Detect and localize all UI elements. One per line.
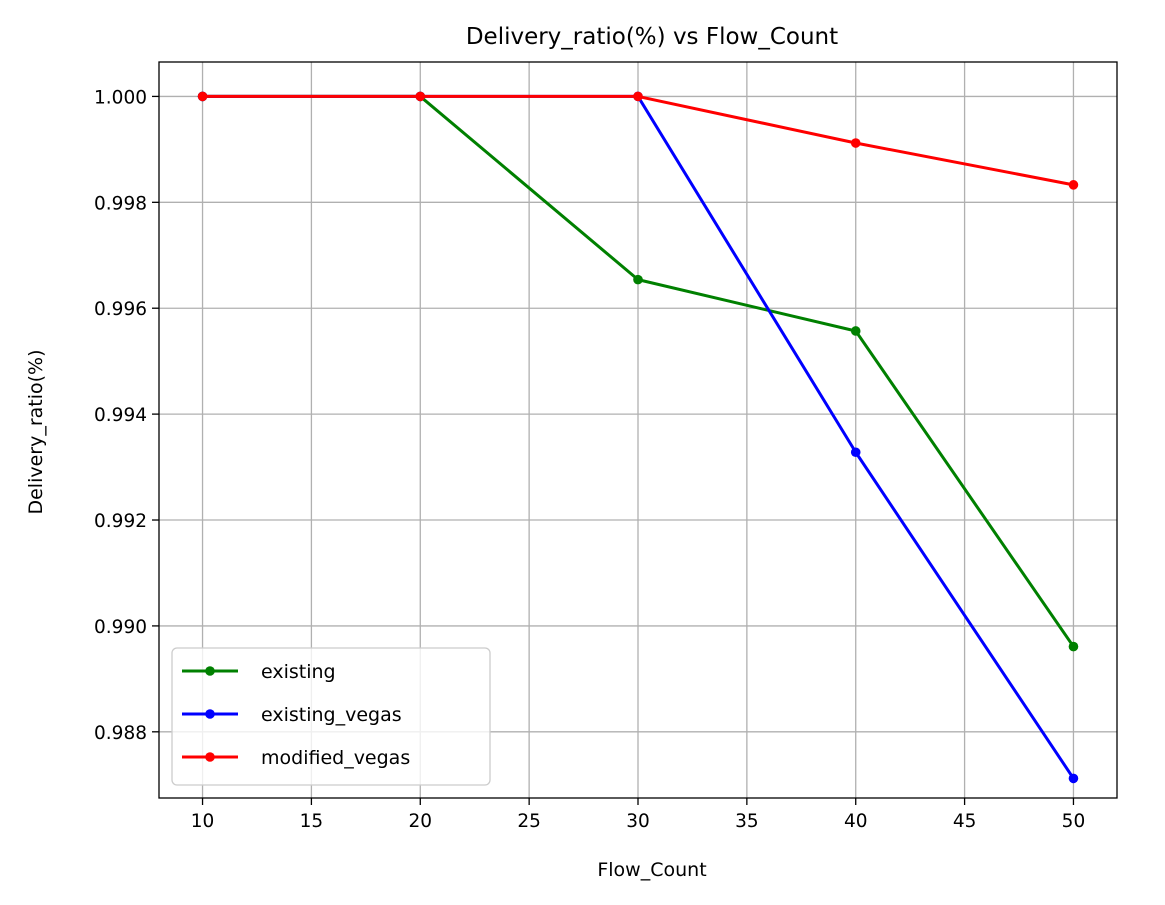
y-tick-label: 0.996: [94, 299, 147, 320]
x-tick-label: 30: [626, 811, 650, 832]
data-point-existing: [850, 326, 861, 336]
x-tick-label: 15: [300, 811, 324, 832]
y-tick-label: 0.990: [94, 617, 147, 638]
data-point-modified_vegas: [415, 91, 426, 102]
data-point-modified_vegas: [633, 91, 643, 102]
legend-marker-existing_vegas: [205, 709, 215, 719]
data-point-existing_vegas: [1068, 773, 1079, 784]
y-tick-label: 0.994: [94, 405, 147, 426]
x-tick-label: 45: [953, 811, 977, 832]
series-layer: [197, 91, 1079, 784]
y-tick-label: 1.000: [94, 87, 147, 108]
data-point-existing: [1068, 641, 1079, 652]
data-point-existing: [633, 274, 643, 285]
legend: existing existing_vegas modified_vegas: [171, 647, 491, 786]
legend-box: [171, 647, 491, 786]
y-tick-label: 0.992: [94, 511, 147, 532]
legend-label: existing_vegas: [261, 704, 402, 726]
grid-lines: [159, 62, 1117, 798]
x-axis-label: Flow_Count: [597, 859, 706, 881]
legend-label: existing: [261, 661, 336, 683]
legend-marker-existing: [205, 666, 215, 676]
x-tick-label: 40: [844, 811, 868, 832]
x-tick-label: 50: [1062, 811, 1086, 832]
data-point-modified_vegas: [850, 138, 861, 148]
data-point-modified_vegas: [1068, 180, 1079, 190]
x-tick-label: 20: [408, 811, 432, 832]
y-axis-label: Delivery_ratio(%): [25, 349, 47, 514]
data-point-modified_vegas: [197, 91, 208, 102]
legend-marker-modified_vegas: [205, 752, 215, 762]
x-tick-label: 35: [735, 811, 759, 832]
data-point-existing_vegas: [850, 447, 861, 458]
x-tick-label: 10: [191, 811, 215, 832]
chart-title: Delivery_ratio(%) vs Flow_Count: [466, 24, 838, 50]
legend-label: modified_vegas: [261, 747, 410, 769]
y-tick-label: 0.998: [94, 193, 147, 214]
y-tick-label: 0.988: [94, 723, 147, 744]
axis-ticks: 10 15 20 25 30 35 40 45 50 0.988 0.990 0.992 0.994 0.…: [94, 87, 1085, 832]
x-tick-label: 25: [517, 811, 541, 832]
